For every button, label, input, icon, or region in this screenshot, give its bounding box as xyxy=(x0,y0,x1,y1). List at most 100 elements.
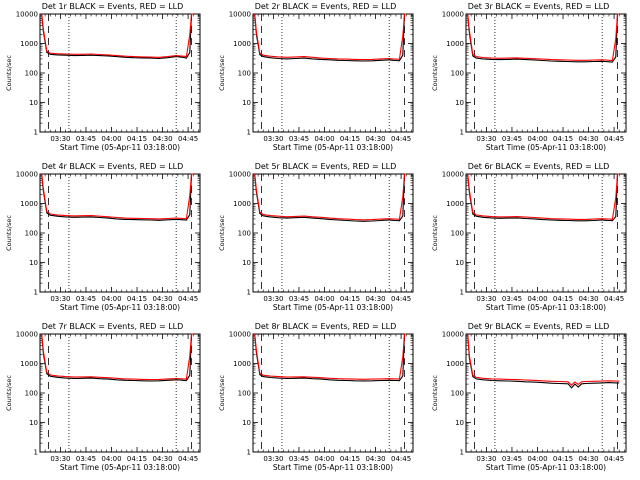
y-tick-label: 1 xyxy=(460,129,464,137)
y-axis-title: Counts/sec xyxy=(431,215,439,251)
y-tick-label: 100 xyxy=(238,70,251,78)
panel-title: Det 1r BLACK = Events, RED = LLD xyxy=(42,2,184,11)
lld-series-line xyxy=(467,333,620,386)
lld-series-line xyxy=(254,13,407,61)
plot-frame xyxy=(252,173,414,293)
y-tick-label: 10 xyxy=(29,259,38,267)
x-tick-label: 04:15 xyxy=(127,295,147,303)
y-axis-title: Counts/sec xyxy=(218,215,226,251)
y-tick-label: 100 xyxy=(25,390,38,398)
y-axis-title: Counts/sec xyxy=(218,375,226,411)
y-tick-label: 1000 xyxy=(233,360,251,368)
y-tick-label: 1 xyxy=(34,289,38,297)
panel-title: Det 8r BLACK = Events, RED = LLD xyxy=(255,322,397,331)
x-tick-label: 04:00 xyxy=(101,455,121,463)
lld-series-line xyxy=(41,173,194,220)
lld-series-line xyxy=(41,13,194,58)
events-series-line xyxy=(41,333,194,382)
events-series-line xyxy=(467,173,620,222)
x-tick-label: 04:30 xyxy=(365,455,385,463)
x-tick-label: 04:45 xyxy=(604,455,624,463)
y-tick-label: 100 xyxy=(238,390,251,398)
plot-frame xyxy=(465,333,627,453)
x-tick-label: 03:45 xyxy=(76,295,96,303)
x-tick-label: 04:45 xyxy=(178,135,198,143)
y-tick-label: 10 xyxy=(242,419,251,427)
lld-series-line xyxy=(254,173,407,221)
y-tick-label: 100 xyxy=(238,230,251,238)
y-tick-label: 100 xyxy=(25,70,38,78)
x-tick-label: 04:00 xyxy=(314,135,334,143)
plot-frame xyxy=(39,173,201,293)
events-series-line xyxy=(254,13,407,62)
y-tick-label: 1 xyxy=(460,289,464,297)
panel-title: Det 9r BLACK = Events, RED = LLD xyxy=(468,322,610,331)
x-axis-title: Start Time (05-Apr-11 03:18:00) xyxy=(60,463,180,472)
panel-3: Det 3r BLACK = Events, RED = LLD 1 10 100 10… xyxy=(431,2,627,152)
panel-1: Det 1r BLACK = Events, RED = LLD 1 10 100 10… xyxy=(5,2,201,152)
x-tick-label: 03:45 xyxy=(502,455,522,463)
y-axis-title: Counts/sec xyxy=(431,55,439,91)
x-tick-label: 04:45 xyxy=(178,295,198,303)
x-tick-label: 03:30 xyxy=(263,135,283,143)
y-tick-label: 100 xyxy=(451,230,464,238)
y-tick-label: 10000 xyxy=(229,331,251,339)
panel-title: Det 7r BLACK = Events, RED = LLD xyxy=(42,322,184,331)
plot-frame xyxy=(465,173,627,293)
panel-title: Det 3r BLACK = Events, RED = LLD xyxy=(468,2,610,11)
x-tick-label: 04:30 xyxy=(365,295,385,303)
y-tick-label: 10000 xyxy=(442,331,464,339)
x-tick-label: 03:45 xyxy=(502,295,522,303)
x-tick-label: 04:00 xyxy=(527,135,547,143)
events-series-line xyxy=(254,333,407,382)
x-axis-title: Start Time (05-Apr-11 03:18:00) xyxy=(486,143,606,152)
x-tick-label: 03:30 xyxy=(263,455,283,463)
x-tick-label: 04:30 xyxy=(365,135,385,143)
x-axis-title: Start Time (05-Apr-11 03:18:00) xyxy=(486,303,606,312)
x-axis-title: Start Time (05-Apr-11 03:18:00) xyxy=(60,303,180,312)
panel-title: Det 4r BLACK = Events, RED = LLD xyxy=(42,162,184,171)
x-tick-label: 04:30 xyxy=(578,455,598,463)
plot-frame xyxy=(252,13,414,133)
x-tick-label: 03:30 xyxy=(476,455,496,463)
panel-6: Det 6r BLACK = Events, RED = LLD 1 10 100 10… xyxy=(431,162,627,312)
x-tick-label: 04:30 xyxy=(152,135,172,143)
y-tick-label: 10000 xyxy=(442,11,464,19)
y-tick-label: 10 xyxy=(455,259,464,267)
events-series-line xyxy=(254,173,407,222)
x-tick-label: 03:45 xyxy=(76,135,96,143)
x-tick-label: 04:15 xyxy=(553,455,573,463)
x-tick-label: 04:15 xyxy=(553,135,573,143)
x-tick-label: 03:45 xyxy=(502,135,522,143)
panel-5: Det 5r BLACK = Events, RED = LLD 1 10 100 10… xyxy=(218,162,414,312)
y-axis-title: Counts/sec xyxy=(5,55,13,91)
y-tick-label: 10000 xyxy=(442,171,464,179)
y-axis-title: Counts/sec xyxy=(5,375,13,411)
x-tick-label: 04:30 xyxy=(578,135,598,143)
y-tick-label: 1 xyxy=(247,449,251,457)
x-tick-label: 04:00 xyxy=(527,455,547,463)
x-axis-title: Start Time (05-Apr-11 03:18:00) xyxy=(273,143,393,152)
x-tick-label: 03:30 xyxy=(50,295,70,303)
panel-7: Det 7r BLACK = Events, RED = LLD 1 10 100 10… xyxy=(5,322,201,472)
y-tick-label: 1 xyxy=(34,129,38,137)
x-tick-label: 04:00 xyxy=(101,135,121,143)
y-tick-label: 10000 xyxy=(229,171,251,179)
y-tick-label: 1000 xyxy=(233,200,251,208)
x-tick-label: 04:00 xyxy=(314,455,334,463)
y-axis-title: Counts/sec xyxy=(431,375,439,411)
events-series-line xyxy=(467,13,620,63)
y-tick-label: 1000 xyxy=(446,360,464,368)
lld-series-line xyxy=(467,173,620,220)
plot-frame xyxy=(252,333,414,453)
plot-frame xyxy=(39,13,201,133)
y-tick-label: 1000 xyxy=(446,200,464,208)
x-tick-label: 04:45 xyxy=(604,295,624,303)
y-tick-label: 1000 xyxy=(446,40,464,48)
y-tick-label: 1 xyxy=(460,449,464,457)
x-tick-label: 04:45 xyxy=(391,295,411,303)
y-tick-label: 1000 xyxy=(233,40,251,48)
x-axis-title: Start Time (05-Apr-11 03:18:00) xyxy=(486,463,606,472)
panel-title: Det 2r BLACK = Events, RED = LLD xyxy=(255,2,397,11)
